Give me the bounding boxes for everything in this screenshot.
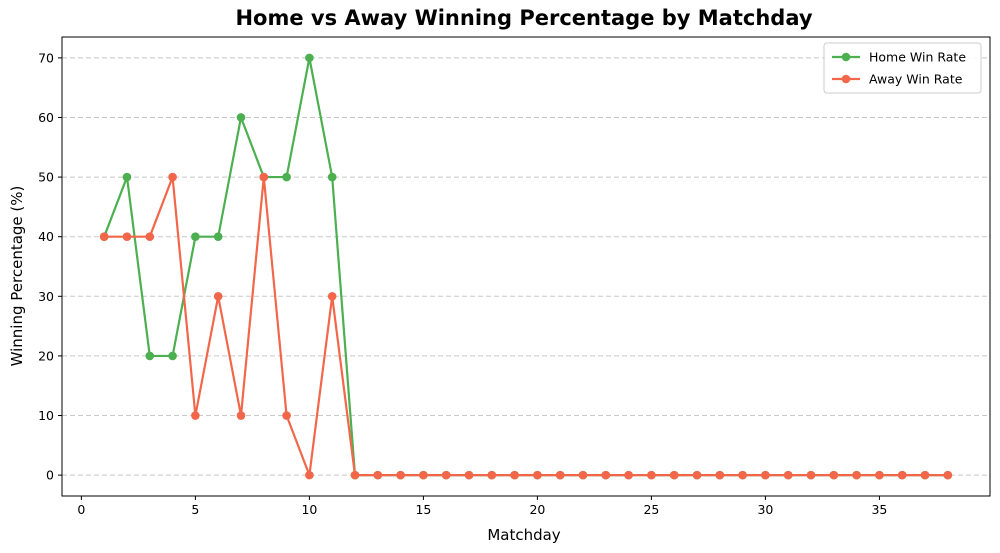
data-point — [122, 232, 132, 241]
data-point — [213, 232, 223, 241]
data-point — [373, 470, 383, 480]
series-lines — [99, 53, 953, 480]
legend-label: Home Win Rate — [869, 50, 966, 65]
data-point — [715, 470, 725, 480]
legend-marker — [841, 52, 851, 62]
x-tick-label: 25 — [643, 502, 659, 517]
data-point — [829, 470, 839, 480]
data-point — [168, 172, 177, 182]
y-tick-label: 60 — [38, 110, 54, 125]
data-point — [305, 53, 314, 63]
data-point — [350, 470, 360, 480]
data-point — [441, 470, 451, 480]
data-point — [487, 470, 497, 480]
x-tick-label: 10 — [301, 502, 317, 517]
x-tick-label: 30 — [757, 502, 773, 517]
data-point — [191, 411, 200, 420]
x-tick-label: 0 — [77, 502, 85, 517]
data-point — [624, 470, 633, 480]
x-tick-label: 15 — [415, 502, 431, 517]
y-tick-label: 10 — [38, 408, 54, 423]
data-point — [396, 470, 405, 480]
data-point — [145, 232, 155, 241]
y-tick-label: 40 — [38, 229, 54, 244]
data-point — [327, 172, 337, 182]
data-point — [419, 470, 428, 480]
data-point — [852, 470, 861, 480]
data-point — [669, 470, 679, 480]
grid-lines — [62, 57, 990, 476]
x-tick-label: 35 — [871, 502, 887, 517]
data-point — [875, 470, 884, 480]
data-point — [647, 470, 656, 480]
data-point — [783, 470, 793, 480]
data-point — [282, 411, 291, 420]
data-point — [555, 470, 565, 480]
y-tick-label: 30 — [38, 289, 54, 304]
data-point — [191, 232, 200, 241]
axis-ticks: 0 10 20 30 40 50 60 70 0 5 10 15 20 25 30 35 — [38, 50, 887, 517]
y-tick-label: 0 — [46, 468, 54, 483]
data-point — [282, 172, 291, 182]
series-line — [104, 175, 948, 477]
data-point — [327, 292, 337, 301]
chart-title: Home vs Away Winning Percentage by Match… — [235, 6, 812, 30]
data-point — [692, 470, 702, 480]
data-point — [897, 470, 907, 480]
x-tick-label: 20 — [529, 502, 545, 517]
data-point — [533, 470, 542, 480]
data-point — [920, 470, 930, 480]
legend-label: Away Win Rate — [869, 72, 963, 87]
data-point — [99, 232, 109, 241]
y-tick-label: 70 — [38, 50, 54, 65]
data-point — [259, 172, 269, 182]
data-point — [510, 470, 519, 480]
data-point — [236, 411, 246, 420]
legend-box — [823, 42, 982, 94]
data-point — [213, 292, 223, 301]
series-line — [103, 56, 948, 477]
x-axis-label: Matchday — [487, 526, 560, 544]
legend-marker — [841, 74, 851, 84]
data-point — [806, 470, 816, 480]
series-away-win-rate — [99, 172, 953, 480]
data-point — [578, 470, 588, 480]
y-axis-label: Winning Percentage (%) — [8, 186, 26, 367]
data-point — [168, 351, 177, 361]
data-point — [601, 470, 611, 480]
y-tick-label: 50 — [38, 170, 54, 185]
legend: Home Win Rate Away Win Rate — [823, 42, 982, 94]
x-tick-label: 5 — [191, 502, 199, 517]
data-point — [122, 172, 132, 182]
data-point — [236, 113, 246, 122]
data-point — [738, 470, 747, 480]
data-point — [761, 470, 770, 480]
y-tick-label: 20 — [38, 348, 54, 363]
data-point — [305, 470, 314, 480]
data-point — [464, 470, 474, 480]
data-point — [943, 470, 953, 480]
data-point — [145, 351, 155, 361]
plot-frame — [61, 36, 991, 497]
